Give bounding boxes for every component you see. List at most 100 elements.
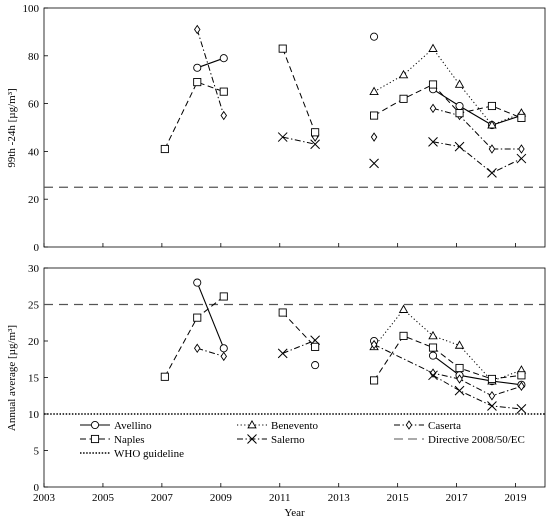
point-benevento <box>428 330 438 340</box>
point-avellino <box>370 32 379 41</box>
point-salerno <box>516 404 527 414</box>
y-tick-label: 0 <box>34 482 40 494</box>
point-salerno <box>369 158 379 169</box>
point-caserta <box>518 381 525 392</box>
legend-marker <box>247 434 257 444</box>
point-avellino <box>311 361 320 370</box>
line-avellino <box>432 355 522 386</box>
legend-label: Directive 2008/50/EC <box>428 434 525 446</box>
point-caserta <box>220 110 228 121</box>
series-naples <box>160 44 526 154</box>
x-tick-label: 2007 <box>151 492 174 504</box>
point-avellino <box>193 278 202 287</box>
line-naples <box>373 83 522 119</box>
point-naples <box>311 342 320 351</box>
point-naples <box>428 80 438 89</box>
y-tick-label: 15 <box>28 373 40 385</box>
legend-item-salerno: Salerno <box>237 434 305 446</box>
line-caserta <box>373 344 522 397</box>
line-salerno <box>432 374 522 410</box>
series-benevento <box>369 43 527 129</box>
legend-label: Salerno <box>271 434 305 446</box>
legend-label: WHO guideline <box>114 448 184 460</box>
legend-label: Naples <box>114 434 145 446</box>
panel-annual-average: 0 5 10 15 20 25 30 2003 2005 2007 2009 2011 2013 2015… <box>6 263 546 519</box>
point-caserta <box>429 103 437 114</box>
point-salerno <box>428 370 438 381</box>
x-tick-label: 2017 <box>446 492 469 504</box>
line-benevento <box>373 47 522 126</box>
x-axis-label: Year <box>284 507 305 519</box>
point-caserta <box>488 144 496 154</box>
point-salerno <box>516 153 527 164</box>
point-caserta <box>194 24 201 35</box>
y-axis-label: 99th -24h [µg/m³] <box>6 88 18 167</box>
point-caserta <box>518 144 525 154</box>
point-salerno <box>310 335 320 346</box>
series-naples <box>160 292 526 385</box>
point-naples <box>311 128 320 137</box>
point-naples <box>428 343 438 352</box>
point-salerno <box>454 141 465 152</box>
point-benevento <box>454 340 465 349</box>
legend-item-who-guideline: WHO guideline <box>80 448 184 460</box>
line-caserta <box>196 29 225 116</box>
legend-item-benevento: Benevento <box>237 419 319 432</box>
point-salerno <box>277 348 288 359</box>
line-naples <box>373 335 522 381</box>
legend-marker <box>90 420 100 430</box>
line-salerno <box>282 136 316 145</box>
point-naples <box>399 331 408 340</box>
legend-label: Benevento <box>271 420 319 432</box>
point-avellino <box>428 351 438 360</box>
plot-frame <box>43 7 546 248</box>
line-naples <box>282 48 316 133</box>
line-naples <box>164 81 224 150</box>
series-salerno <box>277 335 527 414</box>
line-salerno <box>432 141 522 174</box>
point-caserta <box>220 351 228 362</box>
point-naples <box>370 111 379 120</box>
point-benevento <box>398 304 409 313</box>
y-tick-label: 10 <box>28 409 40 421</box>
point-naples <box>455 109 464 118</box>
line-avellino <box>432 88 522 126</box>
legend-item-avellino: Avellino <box>80 420 152 432</box>
line-salerno <box>282 339 316 354</box>
legend-marker <box>405 420 413 430</box>
point-salerno <box>487 401 497 411</box>
x-tick-label: 2003 <box>33 492 56 504</box>
y-tick-label: 80 <box>28 51 40 63</box>
series-salerno <box>277 132 527 178</box>
point-salerno <box>487 168 497 178</box>
series-avellino <box>193 278 526 389</box>
line-caserta <box>432 107 522 150</box>
point-naples <box>487 101 497 111</box>
point-benevento <box>398 69 409 79</box>
y-axis-label: Annual average [µg/m³] <box>6 325 18 431</box>
x-tick-label: 2019 <box>505 492 528 504</box>
point-naples <box>160 372 169 381</box>
point-naples <box>517 371 526 380</box>
y-tick-label: 40 <box>28 146 40 158</box>
point-avellino <box>219 344 228 353</box>
point-naples <box>370 376 379 385</box>
x-tick-label: 2009 <box>210 492 233 504</box>
point-benevento <box>454 79 465 88</box>
point-naples <box>487 374 497 384</box>
point-benevento <box>428 43 438 52</box>
point-naples <box>193 78 202 87</box>
point-naples <box>193 313 202 322</box>
series-benevento <box>369 304 527 385</box>
point-naples <box>517 113 526 122</box>
y-tick-label: 25 <box>28 300 40 312</box>
point-naples <box>278 44 287 53</box>
point-naples <box>219 292 228 301</box>
y-tick-label: 20 <box>28 194 40 206</box>
series-caserta <box>194 24 525 154</box>
x-tick-label: 2015 <box>387 492 410 504</box>
point-salerno <box>454 385 465 396</box>
series-avellino <box>193 32 526 139</box>
point-salerno <box>310 139 320 150</box>
point-naples <box>219 87 228 96</box>
